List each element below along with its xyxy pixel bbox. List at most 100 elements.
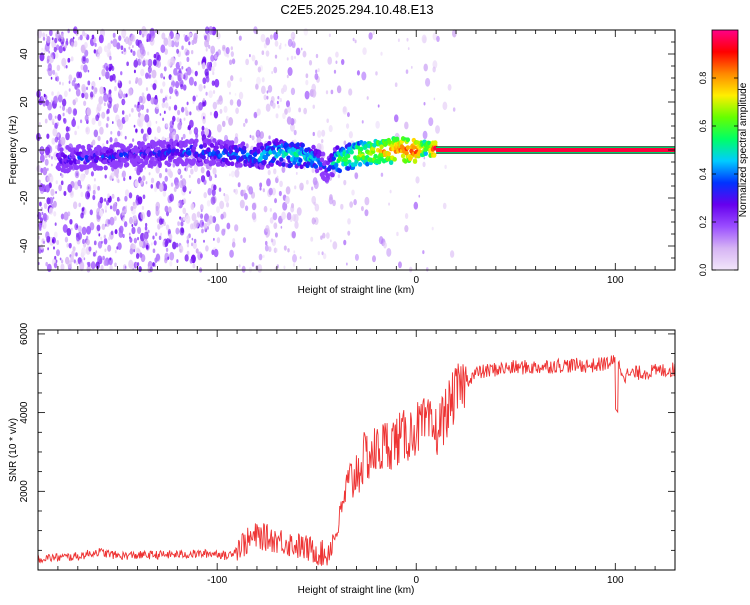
noise-point (128, 216, 134, 225)
noise-point (186, 239, 190, 244)
noise-point (87, 261, 91, 267)
noise-point (186, 250, 190, 256)
noise-point (96, 224, 101, 232)
noise-point (348, 131, 353, 139)
noise-point (293, 250, 296, 254)
noise-point (139, 252, 143, 258)
noise-point (349, 201, 354, 208)
noise-point (93, 49, 97, 54)
noise-point (75, 234, 81, 242)
signal-point (109, 144, 114, 150)
noise-point (180, 83, 184, 90)
noise-point (104, 174, 107, 179)
noise-point (89, 91, 94, 98)
noise-point (333, 69, 337, 74)
noise-point (270, 238, 274, 243)
noise-point (251, 135, 255, 141)
noise-point (188, 174, 191, 179)
signal-point (140, 141, 145, 147)
noise-point (180, 221, 184, 227)
noise-point (198, 101, 204, 111)
noise-point (190, 203, 195, 210)
noise-point (171, 121, 175, 125)
signal-point (252, 146, 258, 152)
noise-point (48, 207, 54, 215)
signal-point (91, 163, 96, 168)
noise-point (43, 202, 48, 209)
noise-point (110, 130, 113, 135)
noise-point (265, 50, 270, 57)
noise-point (74, 83, 79, 90)
noise-point (421, 34, 427, 44)
signal-point (325, 173, 331, 178)
signal-point (288, 162, 294, 168)
noise-point (236, 99, 242, 107)
noise-point (54, 37, 58, 44)
noise-point (274, 232, 278, 238)
noise-point (57, 133, 60, 138)
noise-point (166, 136, 170, 142)
noise-point (174, 33, 180, 43)
noise-point (111, 193, 115, 199)
noise-point (72, 117, 75, 121)
noise-point (59, 105, 62, 109)
noise-point (140, 53, 144, 59)
noise-point (290, 55, 294, 61)
signal-point (109, 149, 114, 154)
noise-point (299, 256, 302, 260)
x-tick-label: -100 (207, 275, 227, 286)
noise-point (282, 112, 286, 120)
noise-point (230, 75, 234, 82)
noise-point (322, 232, 326, 239)
noise-point (243, 122, 246, 127)
noise-point (48, 173, 51, 178)
signal-point (202, 142, 208, 148)
noise-point (135, 77, 139, 83)
noise-point (202, 62, 206, 68)
noise-point (170, 161, 174, 166)
noise-point (45, 261, 48, 267)
noise-point (145, 181, 148, 185)
signal-point (403, 158, 408, 164)
noise-point (234, 224, 239, 232)
noise-point (219, 108, 223, 114)
noise-point (61, 82, 64, 86)
colorbar-tick-label: 0.8 (698, 72, 708, 85)
noise-point (184, 106, 188, 112)
noise-point (230, 46, 234, 51)
signal-point (59, 147, 64, 153)
signal-point (194, 138, 199, 144)
noise-point (287, 38, 293, 48)
noise-point (298, 107, 302, 113)
noise-point (267, 169, 271, 176)
noise-point (70, 56, 74, 62)
noise-point (256, 76, 261, 86)
noise-point (58, 184, 63, 192)
noise-point (243, 192, 248, 200)
noise-point (70, 191, 73, 196)
noise-point (383, 242, 387, 249)
signal-point (68, 165, 74, 170)
noise-point (81, 86, 87, 94)
noise-point (107, 100, 112, 109)
noise-point (91, 85, 94, 90)
signal-point (347, 142, 352, 148)
noise-point (354, 253, 359, 261)
signal-point (199, 161, 204, 167)
noise-point (73, 40, 78, 48)
noise-point (77, 225, 82, 233)
noise-point (322, 253, 327, 260)
noise-point (183, 33, 186, 38)
noise-point (317, 130, 322, 138)
noise-point (378, 236, 384, 245)
noise-point (125, 93, 128, 98)
noise-point (201, 125, 205, 131)
noise-point (196, 211, 201, 218)
noise-point (305, 179, 309, 185)
noise-point (189, 111, 192, 116)
noise-point (187, 36, 190, 41)
noise-point (238, 91, 244, 100)
noise-point (138, 265, 142, 273)
noise-point (132, 50, 136, 57)
noise-point (292, 254, 297, 263)
